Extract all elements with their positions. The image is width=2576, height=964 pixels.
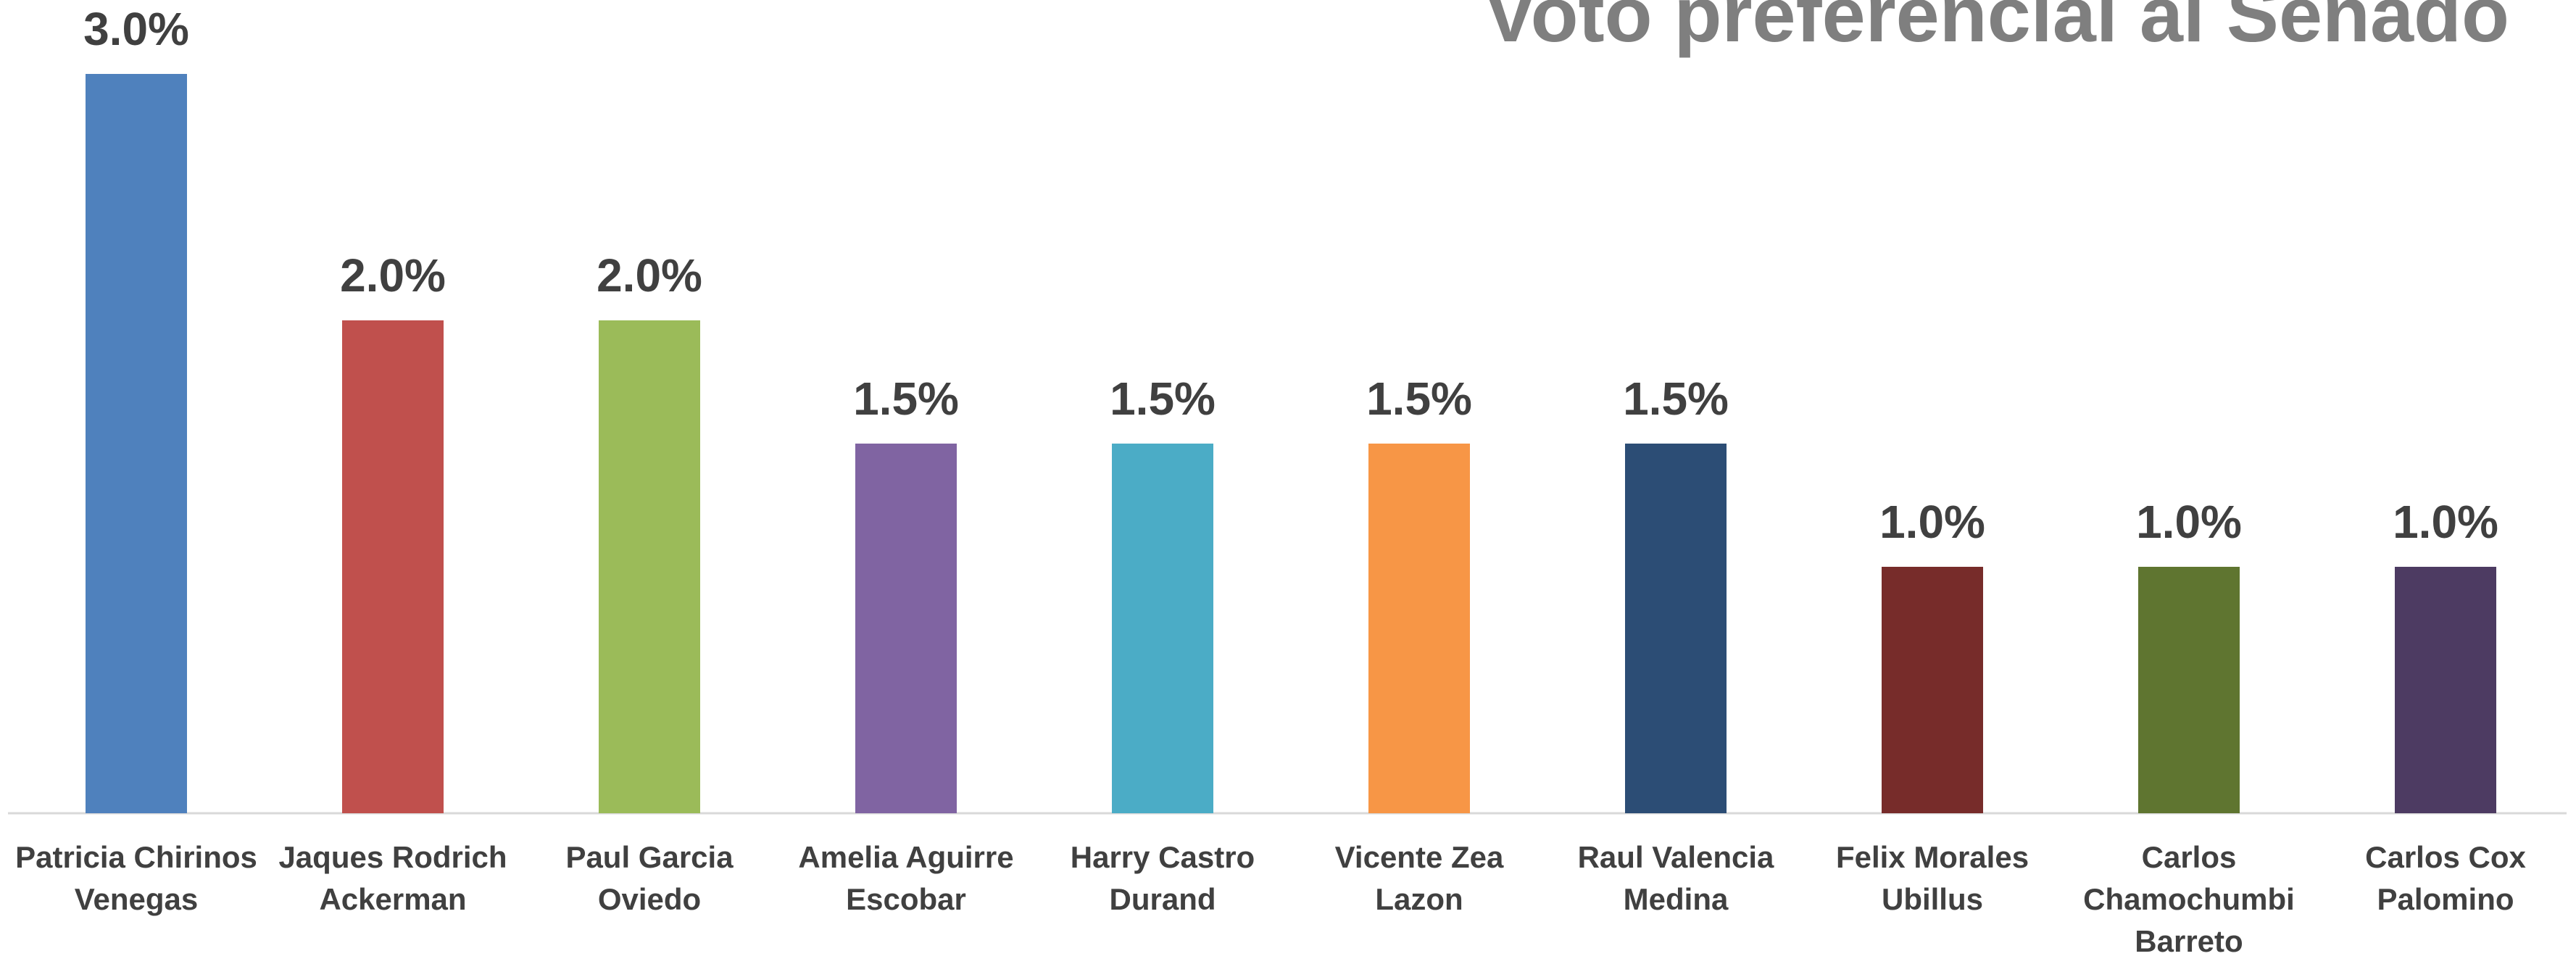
chart-title: Voto preferencial al Senado — [1484, 0, 2509, 58]
x-tick-label: Amelia Aguirre Escobar — [798, 840, 1014, 916]
bar — [1112, 444, 1213, 813]
x-tick-label: Harry Castro Durand — [1070, 840, 1255, 916]
x-tick-label: Raul Valencia Medina — [1577, 840, 1774, 916]
data-label: 1.0% — [2136, 496, 2242, 548]
x-tick-label: Jaques Rodrich Ackerman — [278, 840, 507, 916]
bar — [2395, 567, 2496, 813]
bar — [2138, 567, 2240, 813]
data-label: 2.0% — [340, 249, 446, 302]
data-label: 1.5% — [853, 373, 959, 425]
data-label: 2.0% — [597, 249, 702, 302]
x-tick-label: Patricia Chirinos Venegas — [15, 840, 257, 916]
bar — [1368, 444, 1470, 813]
bar — [1882, 567, 1983, 813]
data-label: 1.5% — [1623, 373, 1729, 425]
bar — [855, 444, 957, 813]
data-label: 1.5% — [1366, 373, 1472, 425]
bar — [1625, 444, 1727, 813]
x-tick-label: Felix Morales Ubillus — [1835, 840, 2029, 916]
bar — [86, 74, 187, 813]
data-label: 3.0% — [83, 3, 189, 55]
bar — [599, 320, 700, 813]
bar — [342, 320, 444, 813]
x-tick-label: Vicente Zea Lazon — [1334, 840, 1504, 916]
x-tick-label: Carlos Cox Palomino — [2365, 840, 2526, 916]
data-label: 1.0% — [1879, 496, 1985, 548]
data-label: 1.0% — [2393, 496, 2498, 548]
data-label: 1.5% — [1110, 373, 1216, 425]
x-tick-label: Carlos Chamochumbi Barreto — [2083, 840, 2295, 958]
x-tick-label: Paul Garcia Oviedo — [565, 840, 734, 916]
